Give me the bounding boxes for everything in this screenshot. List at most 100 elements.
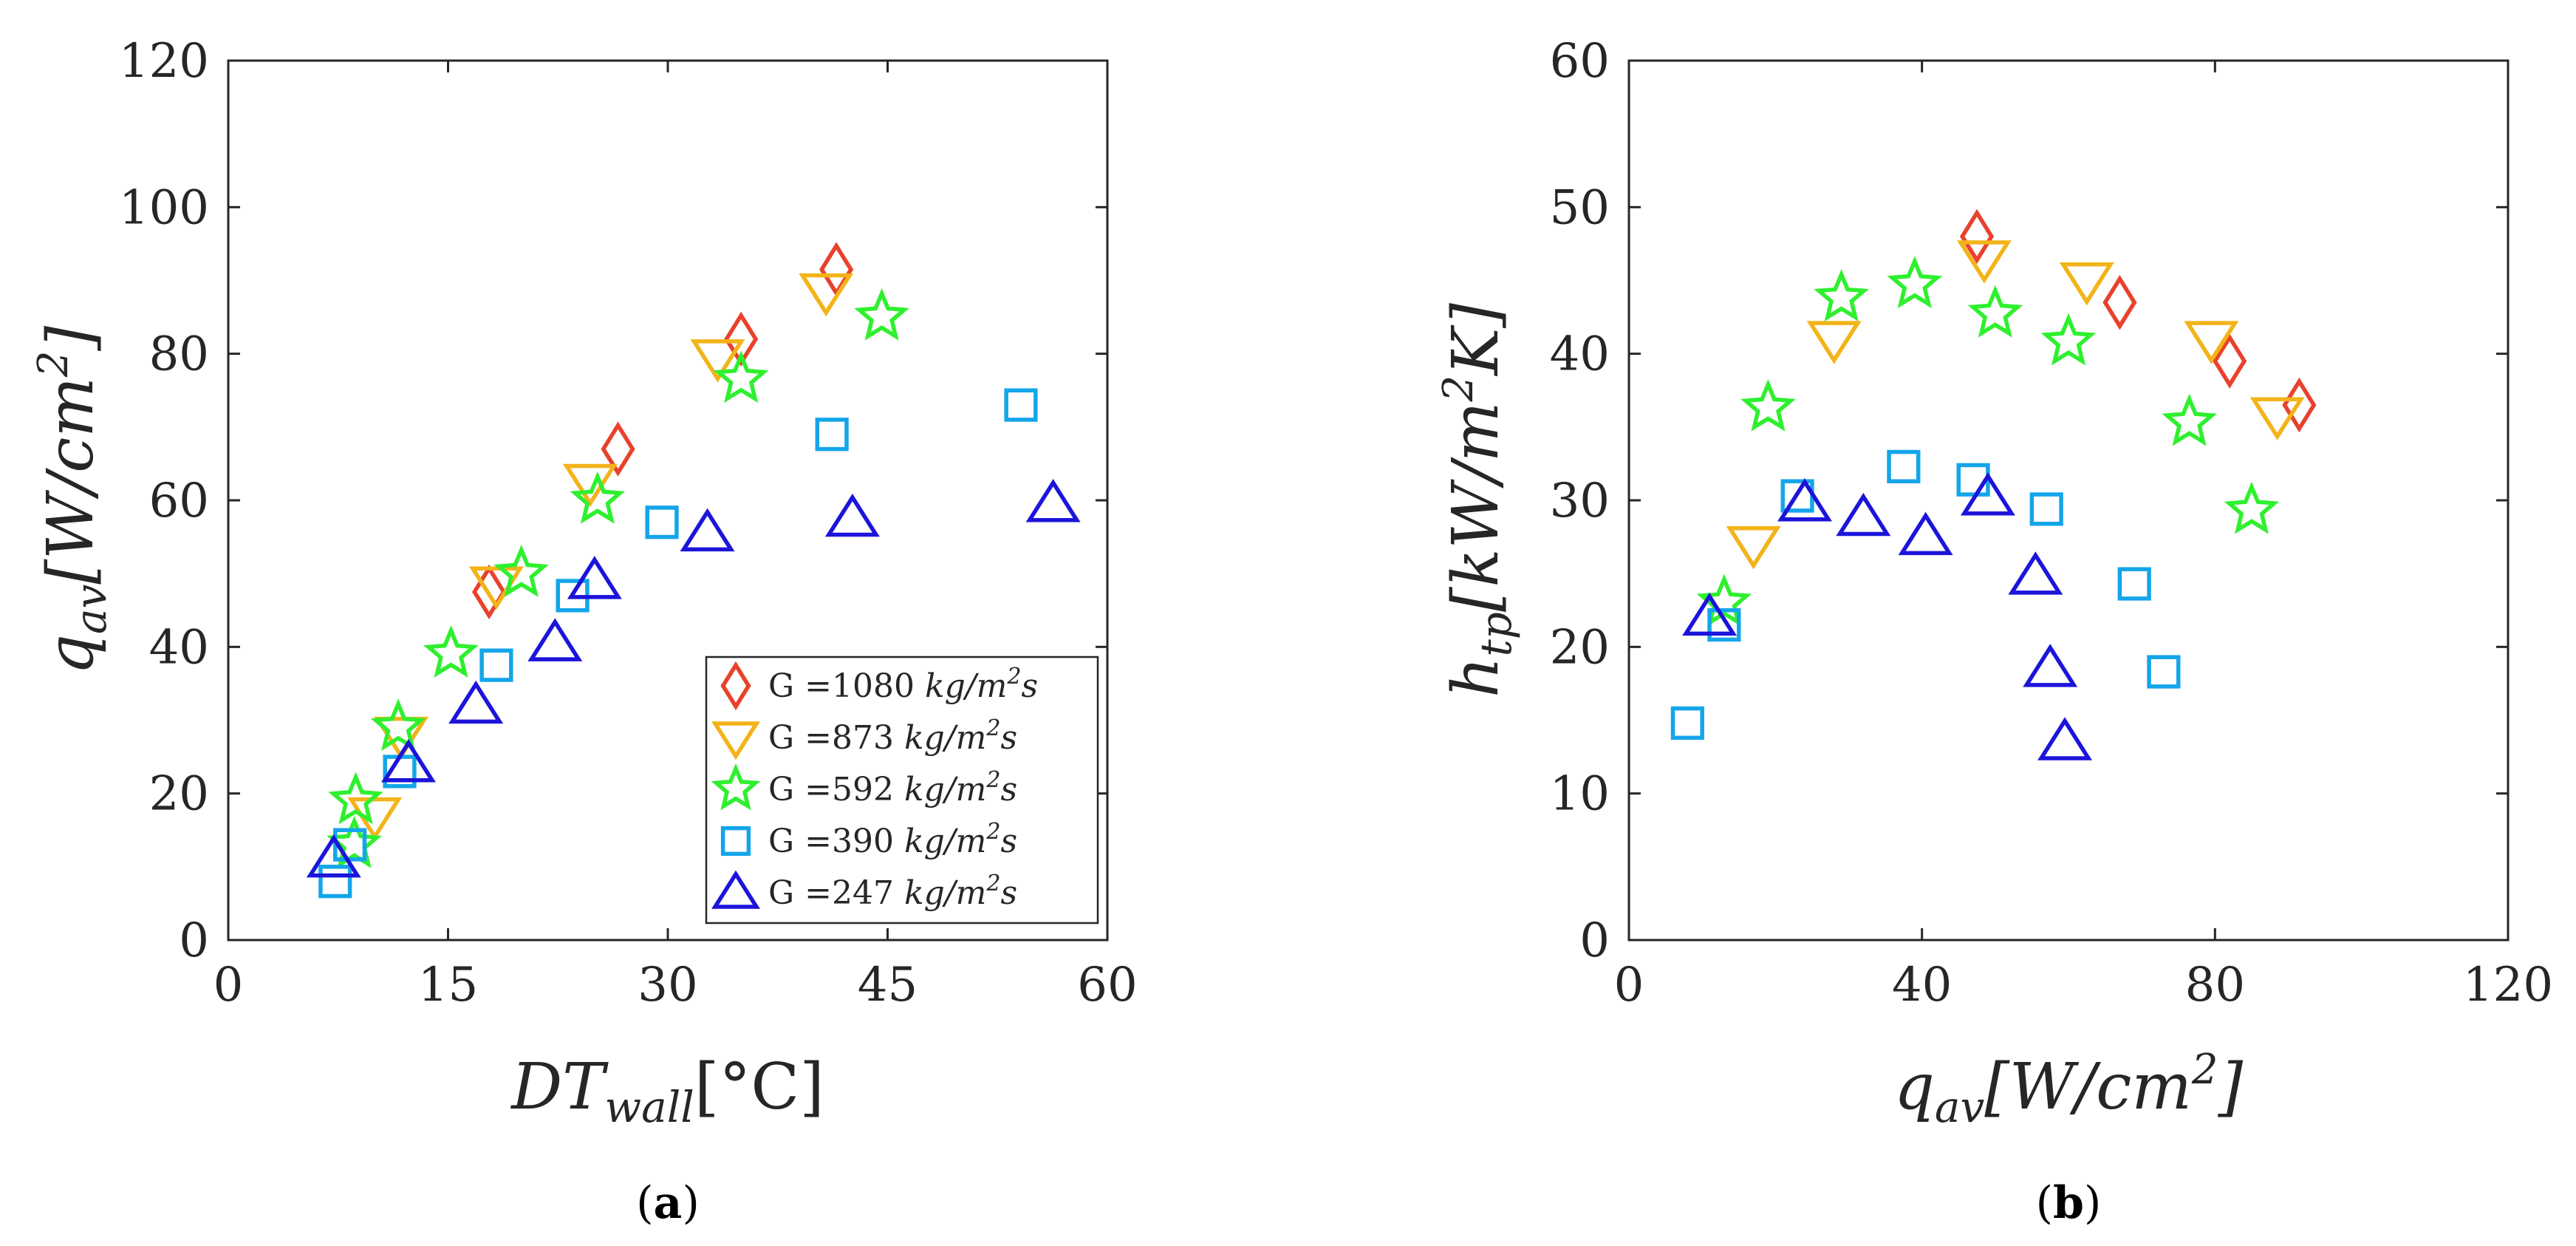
data-point-s592: [370, 698, 426, 752]
y-tick-label: 20: [149, 767, 209, 822]
y-ticks-a: 0 20 40 60 80 100 120: [119, 34, 1107, 968]
legend-label: G =1080 kg/m2s: [768, 664, 1038, 705]
data-point-s873: [799, 273, 854, 317]
data-point-s247: [1025, 479, 1081, 522]
legend-label: G =247 kg/m2s: [768, 871, 1017, 912]
data-point-s247: [1777, 478, 1832, 522]
data-point-s1080: [1959, 208, 1995, 265]
data-point-s247: [567, 556, 622, 599]
data-point-s873: [1956, 240, 2012, 284]
y-tick-label: 0: [179, 913, 209, 968]
data-point-s247: [2008, 551, 2063, 595]
data-point-s592: [2224, 481, 2280, 534]
data-point-s592: [1814, 269, 1869, 321]
data-point-s247: [824, 493, 880, 537]
data-point-s390: [479, 648, 513, 682]
caption-a: (a): [636, 1177, 700, 1229]
data-point-s390: [1887, 449, 1921, 483]
data-point-s390: [645, 505, 679, 539]
data-point-s390: [333, 828, 367, 862]
y-tick-label: 0: [1579, 913, 1610, 968]
markers-a: [306, 242, 1081, 899]
x-tick-label: 0: [1614, 958, 1644, 1012]
y-tick-label: 30: [1550, 474, 1610, 528]
data-point-s592: [1887, 256, 1943, 309]
data-point-s873: [690, 339, 745, 383]
data-point-s592: [328, 772, 383, 825]
data-point-s592: [854, 287, 909, 341]
panel-a: 0 15 30 45 60 0 20 40 60 80 100 120 DTwall[°C] qav…: [30, 34, 1138, 1229]
y-tick-label: 60: [1550, 34, 1610, 89]
data-point-s592: [713, 350, 769, 404]
data-point-s592: [570, 471, 626, 524]
y-tick-label: 40: [149, 620, 209, 675]
y-tick-label: 80: [149, 327, 209, 382]
x-tick-label: 120: [2463, 958, 2553, 1012]
data-point-s1080: [819, 242, 854, 297]
legend-label: G =592 kg/m2s: [768, 767, 1017, 808]
x-tick-label: 30: [638, 958, 697, 1012]
data-point-s247: [306, 834, 361, 878]
x-tick-label: 15: [418, 958, 478, 1012]
markers-b: [1670, 208, 2317, 760]
y-axis-label-b: htp[kW/m2K]: [1435, 303, 1521, 698]
legend: G =1080 kg/m2s G =873 kg/m2s G =592 kg/m2s…: [705, 656, 1099, 925]
data-point-s873: [2249, 397, 2305, 440]
y-ticks-b: 0 10 20 30 40 50 60: [1550, 34, 2508, 968]
data-point-s247: [1960, 472, 2015, 516]
data-point-s873: [374, 716, 429, 760]
y-tick-label: 100: [119, 180, 209, 235]
data-point-s592: [1967, 285, 2023, 338]
legend-marker-s1080: [720, 661, 751, 711]
data-point-s390: [1004, 388, 1038, 422]
data-point-s247: [680, 508, 735, 552]
x-axis-label-b: qav[W/cm2]: [1894, 1046, 2244, 1132]
data-point-s390: [2117, 567, 2151, 601]
x-tick-label: 80: [2185, 958, 2245, 1012]
data-point-s247: [527, 618, 583, 661]
data-point-s1080: [471, 564, 507, 620]
x-ticks-a: 0 15 30 45 60: [213, 61, 1138, 1012]
data-point-s247: [2023, 644, 2078, 687]
x-tick-label: 0: [213, 958, 244, 1012]
x-tick-label: 45: [858, 958, 918, 1012]
data-point-s873: [1726, 525, 1781, 570]
y-tick-label: 40: [1550, 327, 1610, 382]
data-point-s592: [2040, 313, 2097, 366]
data-point-s247: [1836, 492, 1891, 537]
data-point-s592: [1740, 378, 1796, 432]
legend-marker-s247: [711, 870, 760, 909]
data-point-s873: [1806, 321, 1862, 364]
data-point-s247: [2037, 717, 2093, 760]
data-point-s390: [2029, 492, 2063, 526]
data-point-s1080: [2282, 377, 2317, 433]
data-point-s592: [2162, 393, 2217, 446]
legend-label: G =390 kg/m2s: [768, 819, 1017, 860]
y-tick-label: 120: [119, 34, 209, 89]
data-point-s1080: [2213, 333, 2247, 389]
data-point-s873: [2059, 262, 2114, 306]
data-point-s390: [815, 418, 849, 452]
x-tick-label: 60: [1077, 958, 1137, 1012]
data-point-s390: [318, 865, 352, 899]
x-ticks-b: 0 40 80 120: [1614, 61, 2553, 1012]
data-point-s1080: [724, 311, 759, 367]
data-point-s390: [1670, 706, 1704, 741]
data-point-s390: [2147, 655, 2181, 689]
y-axis-label-a: qav[W/cm2]: [30, 325, 116, 675]
data-point-s1080: [601, 421, 635, 477]
data-point-s873: [562, 463, 618, 508]
data-point-s592: [1696, 573, 1752, 627]
legend-marker-s390: [720, 825, 751, 857]
data-point-s1080: [2102, 275, 2137, 330]
legend-box: [705, 656, 1099, 925]
y-tick-label: 50: [1550, 180, 1610, 235]
data-point-s592: [493, 545, 549, 597]
caption-b: (b): [2036, 1177, 2102, 1229]
y-tick-label: 20: [1550, 620, 1610, 675]
data-point-s247: [448, 680, 504, 724]
legend-marker-s592: [711, 763, 761, 811]
x-axis-label-a: DTwall[°C]: [510, 1050, 824, 1132]
legend-marker-s873: [711, 721, 760, 760]
